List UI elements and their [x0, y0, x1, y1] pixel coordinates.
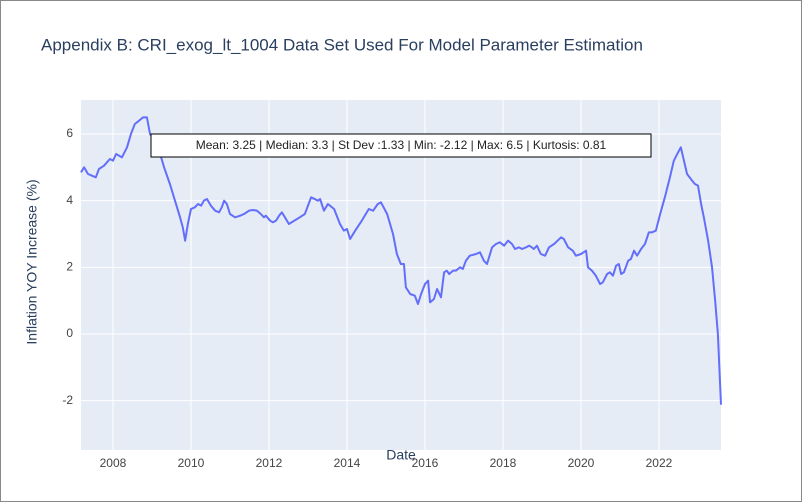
- annotation: Mean: 3.25 | Median: 3.3 | St Dev :1.33 …: [196, 138, 607, 152]
- y-axis-label: Inflation YOY Increase (%): [24, 179, 40, 344]
- lines: [80, 116, 722, 405]
- y-tick-label: 2: [66, 260, 73, 274]
- y-tick-label: -2: [62, 393, 73, 407]
- x-tick-label: 2018: [490, 456, 517, 470]
- x-tick-label: 2014: [334, 456, 361, 470]
- y-tick-label: 4: [66, 193, 73, 207]
- x-tick-label: 2008: [100, 456, 127, 470]
- annotation-box: [150, 133, 652, 158]
- x-tick-label: 2012: [256, 456, 283, 470]
- x-tick-label: 2010: [178, 456, 205, 470]
- x-axis-label: Date: [386, 447, 416, 463]
- plot-area: [81, 100, 721, 450]
- x-tick-label: 2020: [568, 456, 595, 470]
- chart-title: Appendix B: CRI_exog_lt_1004 Data Set Us…: [41, 35, 643, 54]
- x-tick-label: 2016: [412, 456, 439, 470]
- y-tick-label: 0: [66, 326, 73, 340]
- y-tick-label: 6: [66, 126, 73, 140]
- x-tick-label: 2022: [646, 456, 673, 470]
- data-line: [80, 116, 722, 405]
